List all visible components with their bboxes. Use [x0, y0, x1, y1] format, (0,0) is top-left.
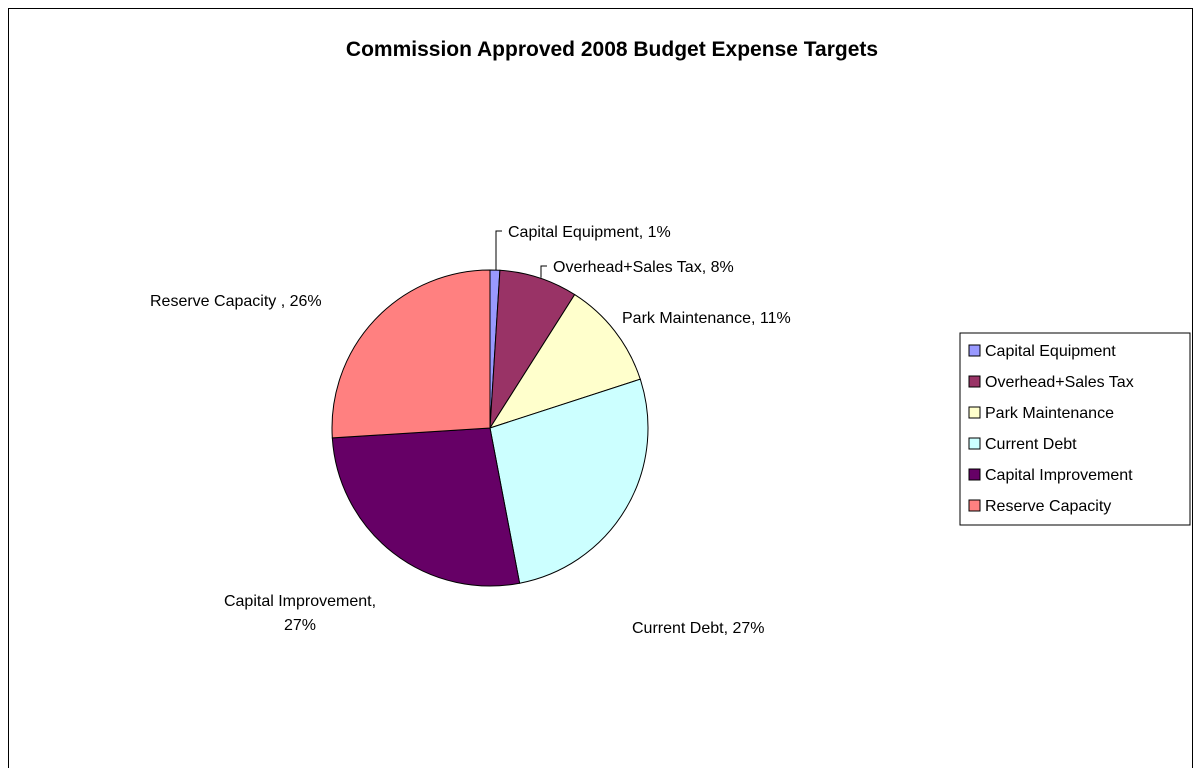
data-label-capital-equipment: Capital Equipment, 1%: [508, 224, 671, 241]
pie-slice-current-debt: [489, 378, 649, 584]
legend-swatch-capital-improvement: [968, 468, 981, 481]
leader-lines: [495, 230, 547, 278]
legend-swatch-park-maintenance: [968, 406, 981, 419]
pie-slice-capital-improvement: [331, 427, 521, 587]
legend-swatch-overhead-sales-tax: [968, 375, 981, 388]
legend-swatch-capital-equipment: [968, 344, 981, 357]
legend-label-reserve-capacity: Reserve Capacity: [985, 498, 1111, 515]
chart-title: Commission Approved 2008 Budget Expense …: [346, 38, 878, 61]
leader-line-overhead-sales-tax: [540, 265, 547, 278]
legend-swatch-current-debt: [968, 437, 981, 450]
data-label-overhead-sales-tax: Overhead+Sales Tax, 8%: [553, 259, 734, 276]
pie-slice-reserve-capacity: [331, 269, 491, 439]
pie-slices: [331, 269, 649, 587]
legend-label-overhead-sales-tax: Overhead+Sales Tax: [985, 374, 1134, 391]
legend-box: [959, 332, 1191, 526]
legend-label-park-maintenance: Park Maintenance: [985, 405, 1114, 422]
pie-slice-park-maintenance: [488, 293, 641, 429]
data-labels: Capital Equipment, 1% Overhead+Sales Tax,…: [150, 224, 791, 637]
data-label-current-debt: Current Debt, 27%: [632, 620, 765, 637]
legend-swatch-reserve-capacity: [968, 499, 981, 512]
legend-label-capital-improvement: Capital Improvement: [985, 467, 1133, 484]
data-label-capital-improvement: Capital Improvement, 27%: [224, 593, 376, 634]
data-label-park-maintenance: Park Maintenance, 11%: [622, 310, 791, 327]
legend-label-capital-equipment: Capital Equipment: [985, 343, 1116, 360]
legend-label-current-debt: Current Debt: [985, 436, 1077, 453]
data-label-reserve-capacity: Reserve Capacity , 26%: [150, 293, 322, 310]
leader-line-capital-equipment: [495, 230, 502, 271]
legend: Capital Equipment Overhead+Sales Tax Park …: [959, 332, 1191, 526]
